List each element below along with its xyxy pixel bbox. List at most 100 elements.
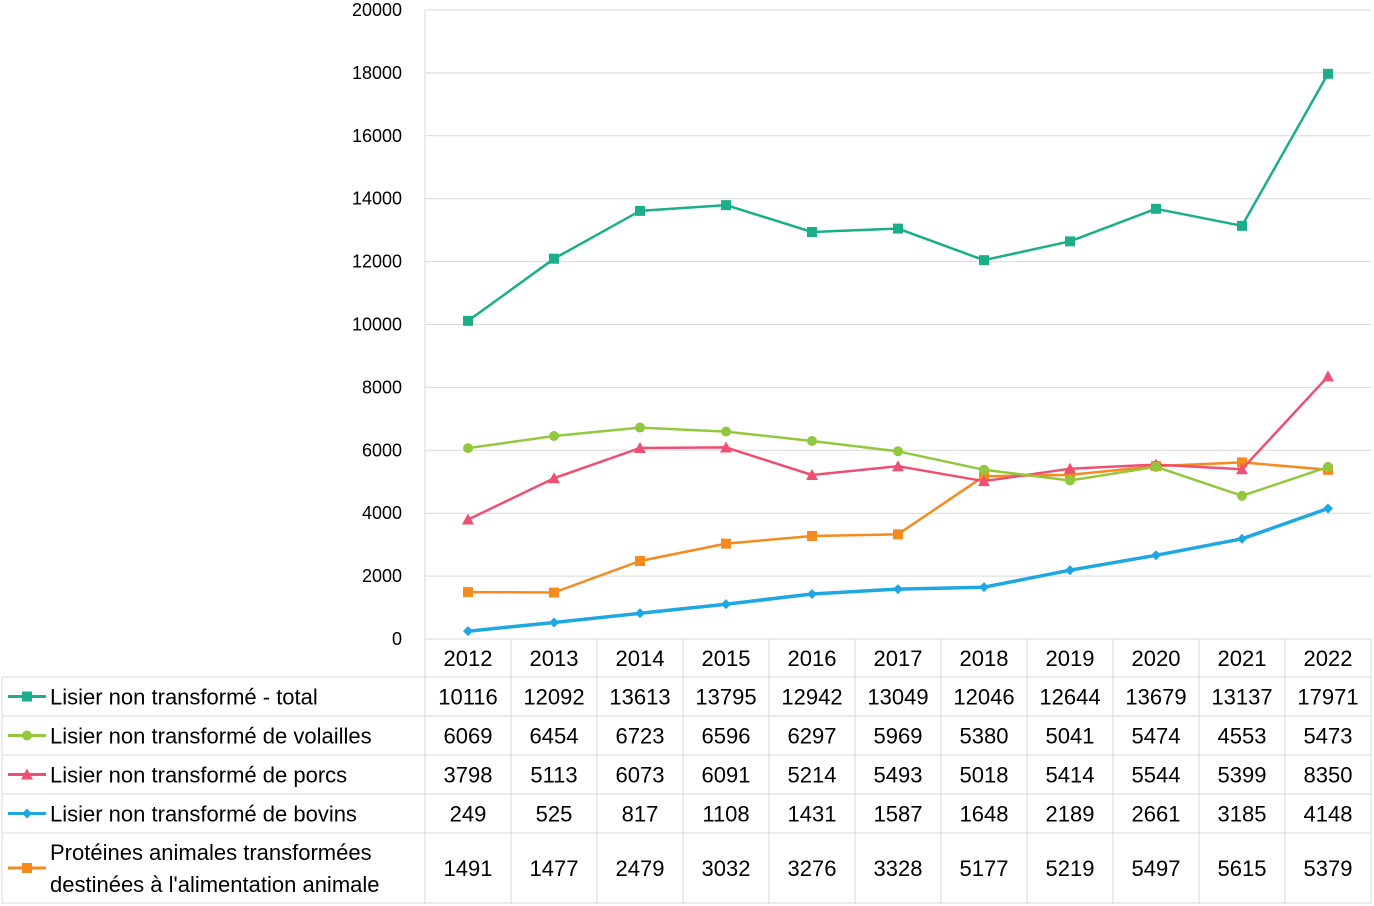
data-point	[1323, 503, 1333, 514]
data-label: 5214	[788, 763, 837, 788]
legend-marker	[21, 768, 33, 780]
legend-label: Lisier non transformé de porcs	[50, 763, 347, 788]
legend-marker	[22, 863, 32, 873]
data-label: 5473	[1304, 724, 1353, 749]
data-point	[635, 205, 645, 216]
data-label: 6596	[702, 724, 751, 749]
data-label: 5018	[960, 763, 1009, 788]
data-label: 5497	[1132, 856, 1181, 881]
data-label: 817	[622, 802, 659, 827]
y-tick-label: 0	[392, 629, 402, 649]
data-label: 1108	[702, 802, 749, 827]
data-point	[807, 435, 817, 446]
data-point	[1237, 220, 1247, 231]
data-label: 5544	[1132, 763, 1181, 788]
x-tick-label: 2017	[874, 646, 923, 671]
data-point	[1322, 370, 1334, 382]
y-tick-label: 18000	[352, 63, 402, 83]
data-label: 5493	[874, 763, 923, 788]
data-label: 4148	[1304, 802, 1353, 827]
data-point	[1065, 565, 1075, 576]
x-tick-label: 2019	[1046, 646, 1095, 671]
data-point	[463, 443, 473, 454]
data-label: 2189	[1046, 802, 1095, 827]
data-point	[1237, 490, 1247, 501]
y-tick-label: 12000	[352, 252, 402, 272]
data-point	[721, 426, 731, 437]
data-point	[462, 513, 474, 525]
data-point	[1323, 68, 1333, 79]
y-tick-label: 14000	[352, 189, 402, 209]
data-point	[1065, 475, 1075, 486]
series-line	[467, 73, 1330, 322]
data-point	[893, 584, 903, 595]
data-label: 17971	[1297, 685, 1358, 710]
legend-label: destinées à l'alimentation animale	[50, 872, 380, 897]
data-point	[463, 626, 473, 637]
data-point	[979, 464, 989, 475]
data-point	[635, 608, 645, 619]
data-label: 10116	[438, 685, 498, 710]
data-label: 8350	[1304, 763, 1353, 788]
x-tick-label: 2016	[788, 646, 837, 671]
data-label: 3328	[874, 856, 923, 881]
y-tick-label: 2000	[362, 566, 402, 586]
y-tick-label: 10000	[352, 315, 402, 335]
data-label: 13795	[695, 685, 756, 710]
data-label: 12942	[781, 685, 842, 710]
data-point	[549, 253, 559, 264]
y-tick-label: 16000	[352, 126, 402, 146]
data-label: 5474	[1132, 724, 1181, 749]
data-point	[1151, 203, 1161, 214]
data-label: 13679	[1125, 685, 1186, 710]
data-label: 13613	[609, 685, 670, 710]
data-point	[806, 469, 818, 481]
series-line	[467, 506, 1329, 633]
data-label: 3798	[444, 763, 493, 788]
data-point	[634, 442, 646, 454]
data-point	[1064, 462, 1076, 474]
data-label: 5380	[960, 724, 1009, 749]
data-point	[1323, 461, 1333, 472]
legend-label: Lisier non transformé de bovins	[50, 802, 357, 827]
data-point	[1151, 550, 1161, 561]
data-label: 12644	[1039, 685, 1100, 710]
data-point	[807, 530, 817, 541]
y-tick-label: 6000	[362, 440, 402, 460]
data-point	[979, 582, 989, 593]
data-point	[635, 422, 645, 433]
data-point	[979, 255, 989, 266]
data-point	[1236, 463, 1248, 475]
data-label: 1431	[788, 802, 837, 827]
data-label: 3032	[702, 856, 751, 881]
data-label: 6454	[530, 724, 579, 749]
data-point	[1237, 533, 1247, 544]
data-point	[549, 431, 559, 442]
data-point	[721, 200, 731, 211]
data-label: 13049	[867, 685, 928, 710]
data-point	[807, 588, 817, 599]
data-point	[548, 472, 560, 484]
data-label: 5041	[1046, 724, 1095, 749]
data-point	[1065, 469, 1075, 480]
x-tick-label: 2015	[702, 646, 751, 671]
y-tick-label: 20000	[352, 0, 402, 20]
data-label: 6297	[788, 724, 837, 749]
data-point	[721, 599, 731, 610]
data-point	[978, 475, 990, 487]
data-label: 5414	[1046, 763, 1095, 788]
data-label: 1648	[960, 802, 1009, 827]
data-label: 6091	[702, 763, 751, 788]
data-label: 5379	[1304, 856, 1353, 881]
data-point	[893, 529, 903, 540]
data-label: 5615	[1218, 856, 1267, 881]
data-label: 525	[536, 802, 573, 827]
x-tick-label: 2018	[960, 646, 1009, 671]
data-point	[463, 315, 473, 326]
data-point	[549, 587, 559, 598]
data-point	[720, 441, 732, 453]
data-label: 12092	[523, 685, 584, 710]
data-point	[1151, 461, 1161, 472]
data-point	[1065, 236, 1075, 247]
data-label: 6073	[616, 763, 665, 788]
